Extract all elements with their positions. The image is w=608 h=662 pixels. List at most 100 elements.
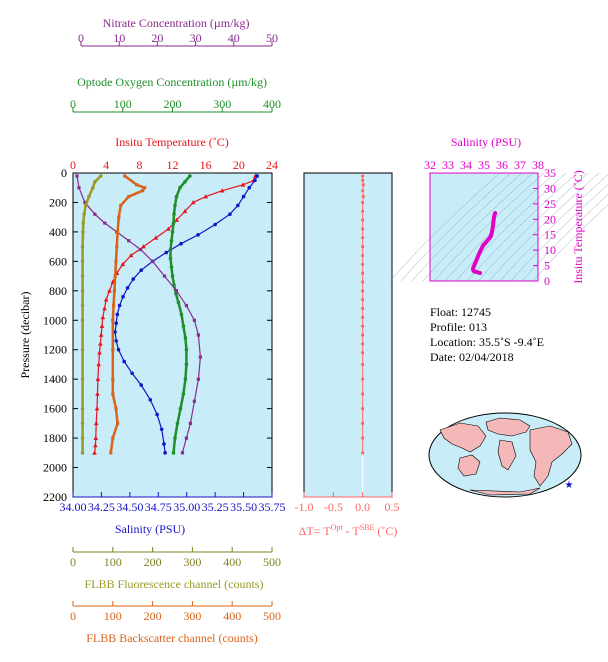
- ts-isopycnal: [400, 172, 512, 282]
- delta-point: [361, 174, 365, 178]
- oxygen-point: [188, 174, 192, 178]
- fluorescence-axis-label: FLBB Fluorescence channel (counts): [85, 577, 264, 591]
- nitrate-point: [127, 239, 131, 243]
- oxygen-point: [175, 421, 180, 426]
- temperature-point: [190, 199, 196, 205]
- ts-temperature-tick-label: 35: [544, 166, 556, 180]
- delta-point: [361, 253, 365, 258]
- delta-point: [361, 392, 365, 396]
- salinity-point: [236, 203, 240, 208]
- nitrate-point: [196, 333, 200, 337]
- delta-point: [361, 227, 365, 231]
- delta-point: [361, 245, 365, 249]
- fluorescence-tick-label: 200: [144, 555, 162, 569]
- map-land-asia: [439, 422, 487, 453]
- temperature-point: [103, 297, 109, 302]
- temperature-point: [203, 194, 208, 199]
- pressure-tick-label: 0: [61, 166, 67, 180]
- salinity-point: [163, 451, 167, 455]
- nitrate-point: [174, 289, 179, 293]
- backscatter-point: [135, 183, 139, 187]
- pressure-axis-label: Pressure (decibar): [18, 292, 32, 379]
- ts-point: [490, 230, 494, 234]
- salinity-point: [125, 286, 130, 290]
- nitrate-point: [75, 174, 79, 178]
- ts-temperature-tick-label: 25: [544, 197, 556, 211]
- oxygen-axis-label: Optode Oxygen Concentration (µm/kg): [77, 75, 267, 89]
- fluorescence-point: [80, 451, 85, 455]
- ts-isopycnal: [532, 204, 608, 282]
- float-id: Float: 12745: [430, 305, 491, 319]
- ts-point: [478, 271, 482, 275]
- salinity-tick-label: 34.25: [88, 500, 115, 514]
- ts-plot-frame: [429, 172, 539, 282]
- ts-temperature-tick-label: 30: [544, 181, 556, 195]
- temperature-point: [166, 226, 171, 231]
- nitrate-point: [184, 436, 189, 440]
- temperature-tick-label: 20: [233, 158, 245, 172]
- pressure-tick-label: 400: [49, 225, 67, 239]
- fluorescence-point: [93, 180, 97, 184]
- oxygen-point: [181, 324, 186, 328]
- temperature-tick-label: 8: [136, 158, 142, 172]
- salinity-tick-label: 35.50: [230, 500, 257, 514]
- salinity-point: [117, 303, 122, 308]
- fluorescence-point: [80, 436, 85, 440]
- ts-salinity-label: Salinity (PSU): [451, 135, 521, 149]
- nitrate-point: [184, 303, 189, 308]
- ts-salinity-tick-label: 36: [496, 158, 508, 172]
- float-info: Float: 12745 Profile: 013 Location: 35.5…: [430, 305, 544, 364]
- delta-point: [361, 421, 365, 425]
- fluorescence-point: [80, 259, 85, 264]
- delta-point: [361, 280, 365, 284]
- backscatter-point: [115, 230, 120, 234]
- delta-point: [361, 298, 365, 302]
- oxygen-tick-label: 0: [70, 97, 76, 111]
- oxygen-point: [171, 221, 176, 225]
- temperature-point: [92, 450, 97, 455]
- ts-isopycnals: [389, 172, 608, 282]
- backscatter-point: [113, 274, 117, 278]
- fluorescence-tick-label: 500: [263, 555, 281, 569]
- temperature-point: [95, 376, 101, 381]
- ts-isopycnal: [433, 172, 545, 282]
- temperature-tick-label: 12: [167, 158, 179, 172]
- ts-series: [471, 211, 498, 275]
- fluorescence-point: [91, 185, 95, 190]
- profile-number: Profile: 013: [430, 320, 487, 334]
- oxygen-point: [184, 347, 189, 352]
- ts-isopycnal: [521, 194, 608, 282]
- temperature-tick-label: 24: [266, 158, 278, 172]
- nitrate-point: [139, 247, 143, 252]
- salinity-tick-label: 35.25: [202, 500, 229, 514]
- temperature-tick-label: 16: [200, 158, 212, 172]
- fluorescence-point: [82, 212, 86, 217]
- delta-point: [361, 236, 365, 240]
- delta-point: [361, 362, 365, 367]
- ts-isopycnal: [455, 172, 567, 282]
- backscatter-tick-label: 500: [263, 609, 281, 623]
- oxygen-tick-label: 400: [263, 97, 281, 111]
- oxygen-tick-label: 200: [164, 97, 182, 111]
- oxygen-point: [170, 274, 175, 278]
- oxygen-point: [169, 238, 174, 243]
- oxygen-point: [172, 212, 176, 217]
- salinity-tick-label: 35.00: [173, 500, 200, 514]
- fluorescence-point: [80, 274, 85, 278]
- nitrate-point: [103, 221, 107, 225]
- oxygen-point: [178, 406, 183, 411]
- ts-temperature-label: Insitu Temperature (˚C): [571, 170, 585, 284]
- temperature-point: [97, 350, 102, 355]
- fluorescence-tick-label: 0: [70, 555, 76, 569]
- ts-temperature-tick-label: 20: [544, 212, 556, 226]
- ts-isopycnal: [411, 172, 523, 282]
- fluorescence-axis: 0 100 200 300 400 500 FLBB Fluorescence chann…: [70, 547, 281, 591]
- delta-point: [361, 436, 365, 440]
- delta-point: [361, 194, 365, 199]
- salinity-point: [253, 178, 257, 183]
- oxygen-point: [170, 230, 175, 234]
- temperature-point: [102, 305, 107, 311]
- nitrate-tick-label: 20: [151, 31, 163, 45]
- fluorescence-tick-label: 300: [183, 555, 201, 569]
